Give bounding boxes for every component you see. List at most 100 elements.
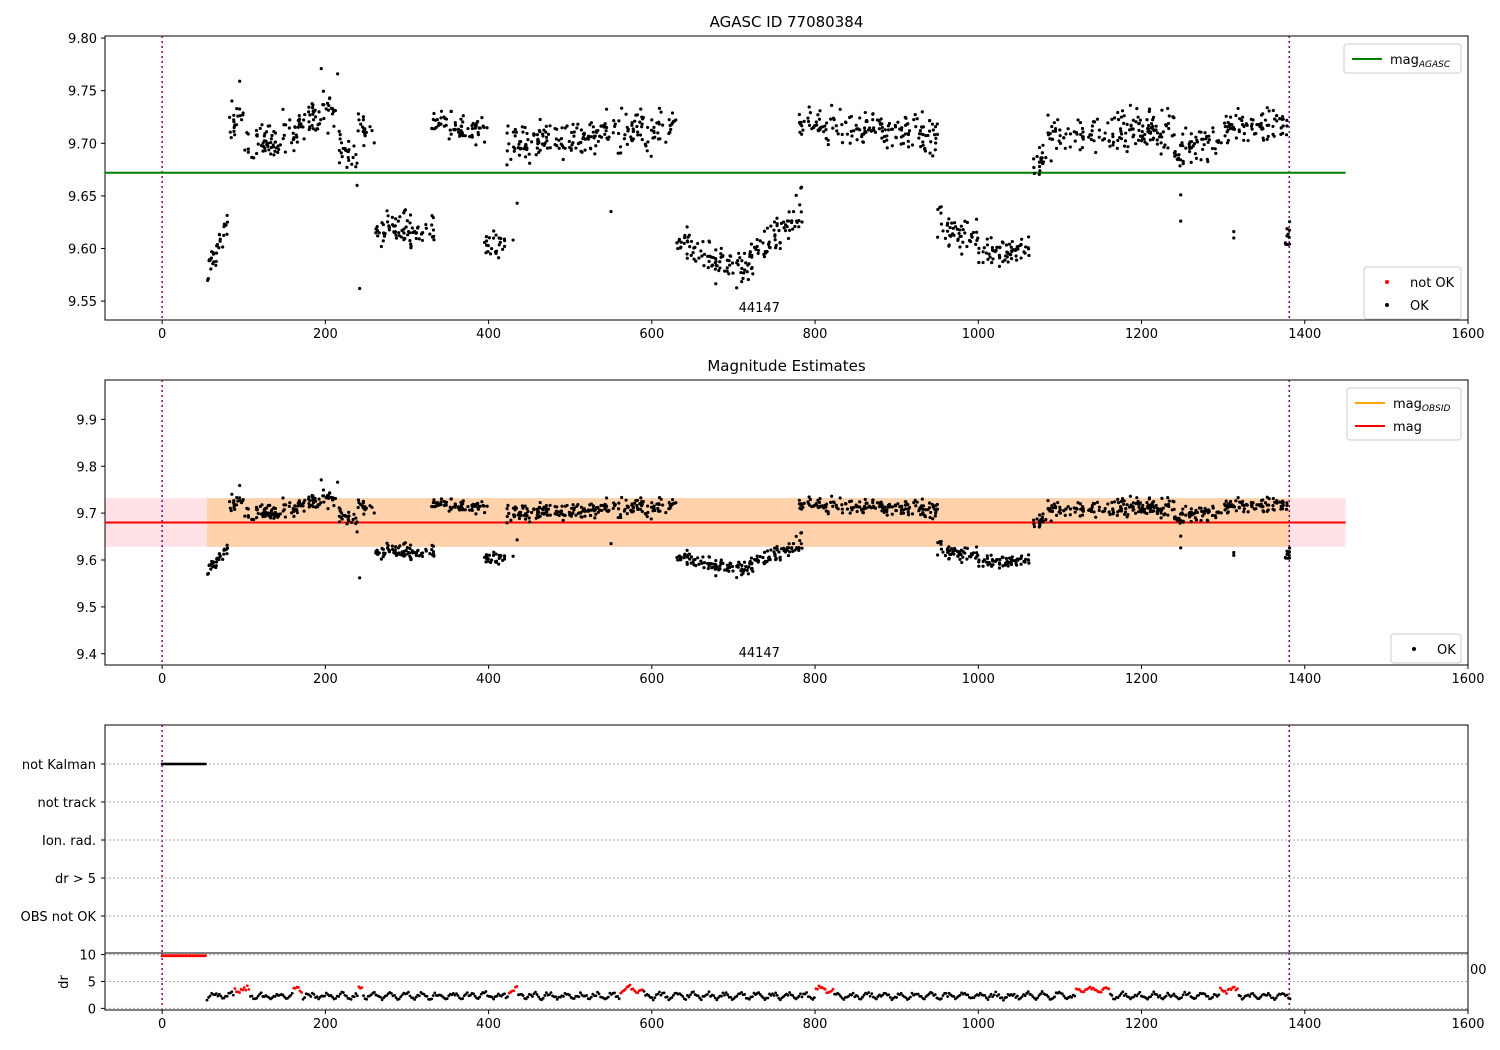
data-point [424, 547, 428, 551]
data-point [1058, 134, 1062, 138]
data-point [824, 502, 829, 506]
data-point [311, 501, 316, 505]
data-point [1154, 124, 1158, 128]
data-point [1111, 135, 1115, 139]
data-point [1155, 138, 1159, 142]
data-point [567, 139, 571, 144]
data-point [1116, 138, 1120, 143]
data-point [277, 514, 281, 518]
data-point [797, 112, 801, 117]
data-point [310, 106, 315, 110]
data-point [901, 511, 906, 515]
data-point [534, 516, 538, 520]
data-point [272, 153, 276, 157]
y-tick-label: 9.8 [76, 460, 97, 475]
legend-entry-subscript: AGASC [1418, 60, 1451, 70]
dr-point [315, 995, 319, 999]
data-point [525, 507, 529, 511]
data-point [887, 502, 892, 506]
data-point [420, 554, 425, 559]
dr-point [851, 991, 855, 995]
data-point [913, 498, 917, 502]
data-point [408, 543, 413, 547]
data-point [273, 131, 278, 135]
data-point [778, 558, 782, 562]
data-point [646, 125, 650, 130]
data-point [1080, 146, 1085, 150]
data-point [350, 162, 354, 166]
data-point [740, 567, 744, 571]
data-point [977, 260, 981, 265]
data-point [629, 138, 634, 142]
data-point [575, 504, 579, 508]
data-point [499, 236, 503, 241]
data-point [917, 132, 922, 136]
dr-point-over-limit [823, 987, 827, 991]
data-point [337, 148, 341, 153]
data-point [1159, 152, 1163, 156]
dr-point [689, 993, 692, 997]
data-point [998, 245, 1002, 249]
data-point [1281, 507, 1285, 511]
data-point [574, 146, 578, 150]
data-point [933, 514, 937, 518]
x-tick-label: 400 [476, 327, 501, 342]
data-point [633, 119, 637, 123]
data-point [517, 153, 522, 157]
data-point [273, 140, 278, 144]
data-point [415, 549, 420, 553]
data-point [525, 514, 529, 518]
data-point [557, 513, 561, 517]
data-point [691, 251, 695, 255]
data-point [1145, 142, 1149, 146]
data-point [824, 509, 828, 513]
data-point [800, 546, 804, 550]
data-point [993, 249, 997, 254]
data-point [484, 235, 489, 239]
dr-point [524, 997, 528, 1001]
data-point [382, 551, 386, 555]
data-point [981, 564, 985, 568]
dr-point [334, 997, 338, 1000]
data-point [918, 128, 922, 133]
data-point [403, 553, 407, 558]
data-point [921, 512, 925, 516]
dr-point [1036, 996, 1039, 1000]
data-point [474, 512, 478, 516]
data-point [914, 504, 918, 508]
data-point [321, 89, 326, 93]
flag-category-label: not Kalman [22, 758, 96, 773]
data-point [1138, 134, 1143, 138]
data-point [1049, 159, 1053, 163]
dr-point [354, 992, 358, 995]
data-point [1275, 113, 1279, 118]
dr-point [331, 995, 334, 999]
data-point [238, 114, 242, 118]
x-tick-label: 600 [639, 1017, 664, 1032]
data-point [1090, 124, 1095, 128]
data-point [433, 118, 438, 122]
data-point [1189, 140, 1194, 144]
data-point [831, 500, 836, 504]
data-point [685, 548, 689, 552]
data-point [266, 512, 270, 517]
legend-entry-label: mag [1393, 420, 1422, 435]
data-point [1279, 126, 1283, 130]
data-point [1134, 142, 1138, 146]
data-point [1007, 556, 1012, 560]
dr-point-over-limit [244, 988, 248, 992]
dr-point [1119, 992, 1123, 996]
data-point [396, 219, 400, 223]
data-point [604, 107, 609, 111]
data-point [910, 512, 915, 516]
data-point [592, 508, 596, 512]
data-point [1285, 227, 1289, 231]
data-point [783, 229, 788, 233]
data-point [917, 136, 921, 140]
data-point [485, 504, 489, 508]
data-point [225, 552, 229, 556]
data-point [921, 140, 925, 144]
dr-point [1138, 990, 1142, 994]
data-point [1149, 122, 1154, 126]
data-point [586, 509, 590, 513]
